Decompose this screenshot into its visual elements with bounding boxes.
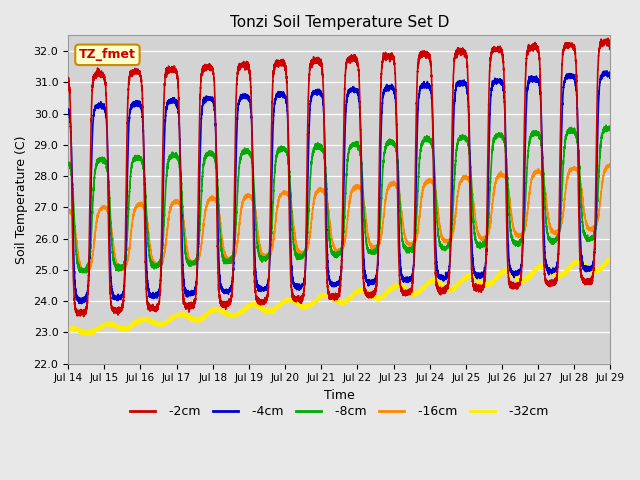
Y-axis label: Soil Temperature (C): Soil Temperature (C) <box>15 135 28 264</box>
Text: TZ_fmet: TZ_fmet <box>79 48 136 61</box>
Title: Tonzi Soil Temperature Set D: Tonzi Soil Temperature Set D <box>230 15 449 30</box>
Legend:  -2cm,  -4cm,  -8cm,  -16cm,  -32cm: -2cm, -4cm, -8cm, -16cm, -32cm <box>125 400 554 423</box>
X-axis label: Time: Time <box>324 389 355 402</box>
